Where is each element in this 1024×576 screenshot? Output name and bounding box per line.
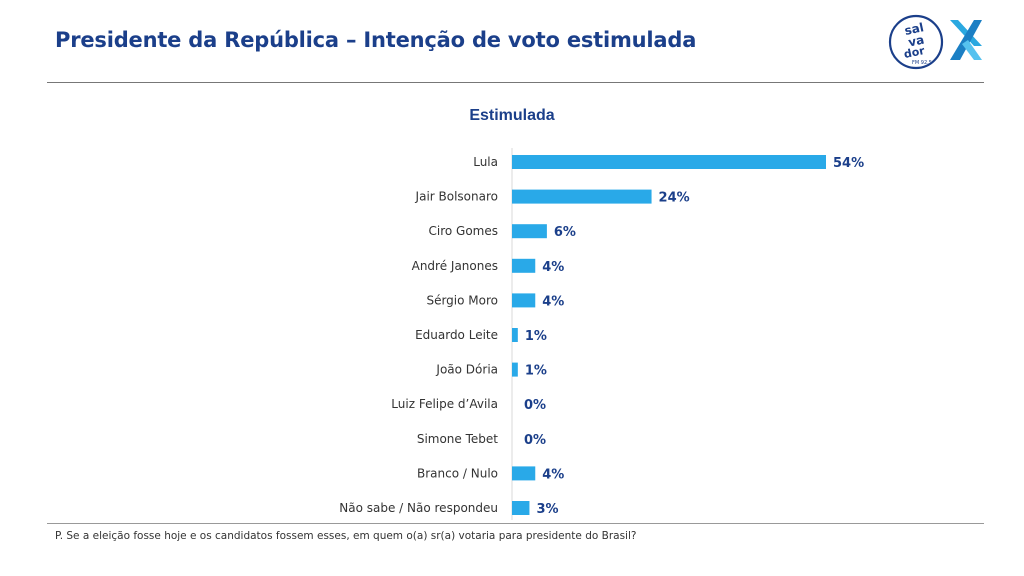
page-title: Presidente da República – Intenção de vo…: [55, 28, 697, 52]
data-label: 4%: [542, 294, 564, 309]
header-divider: [47, 82, 984, 83]
data-label: 3%: [536, 502, 558, 517]
bar: [512, 189, 652, 204]
bar: [512, 224, 547, 239]
chart-title: Estimulada: [469, 107, 554, 124]
category-label: Branco / Nulo: [417, 466, 498, 480]
category-label: André Janones: [412, 259, 498, 273]
footer-divider: [47, 523, 984, 524]
data-label: 0%: [524, 398, 546, 413]
logo-text-line-3: dor: [903, 44, 927, 61]
category-label: Jair Bolsonaro: [415, 190, 498, 204]
bar: [512, 258, 536, 273]
question-footnote: P. Se a eleição fosse hoje e os candidat…: [55, 530, 637, 542]
data-label: 4%: [542, 260, 564, 275]
logo-ring: [888, 14, 944, 70]
category-label: Eduardo Leite: [415, 328, 498, 342]
data-label: 54%: [833, 156, 864, 171]
category-label: Sérgio Moro: [426, 293, 498, 307]
bar: [512, 501, 530, 515]
data-label: 6%: [554, 225, 576, 240]
data-label: 4%: [542, 467, 564, 482]
category-label: Ciro Gomes: [428, 224, 498, 238]
data-label: 1%: [525, 364, 547, 379]
category-label: Simone Tebet: [417, 432, 498, 446]
logo-text-line-2: va: [907, 33, 925, 50]
brand-x-icon: [950, 20, 982, 60]
logo-text-line-1: sal: [903, 20, 925, 38]
bar: [512, 293, 536, 308]
category-label: Não sabe / Não respondeu: [339, 501, 498, 515]
category-label: Lula: [473, 155, 498, 169]
salvador-fm-logo: sal va dor FM 92.5: [888, 14, 944, 70]
category-label: João Dória: [435, 363, 498, 377]
bar: [512, 328, 518, 342]
bar: [512, 362, 518, 377]
category-label: Luiz Felipe d’Avila: [391, 397, 498, 411]
data-label: 0%: [524, 433, 546, 448]
bar: [512, 466, 536, 481]
data-label: 24%: [659, 191, 690, 206]
logo-text-line-4: FM 92.5: [912, 60, 932, 66]
data-label: 1%: [525, 329, 547, 344]
bar: [512, 155, 826, 169]
